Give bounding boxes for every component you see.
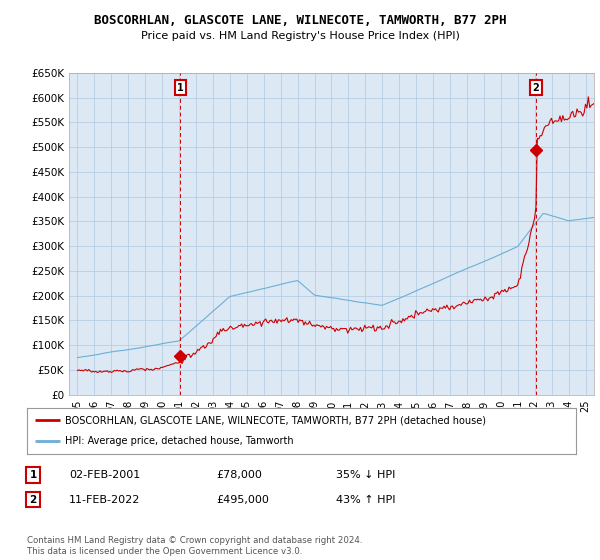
Text: £495,000: £495,000 <box>216 494 269 505</box>
Text: 2: 2 <box>533 83 539 92</box>
Text: 35% ↓ HPI: 35% ↓ HPI <box>336 470 395 480</box>
Text: 2: 2 <box>29 494 37 505</box>
Text: 02-FEB-2001: 02-FEB-2001 <box>69 470 140 480</box>
Text: 1: 1 <box>177 83 184 92</box>
Text: BOSCORHLAN, GLASCOTE LANE, WILNECOTE, TAMWORTH, B77 2PH: BOSCORHLAN, GLASCOTE LANE, WILNECOTE, TA… <box>94 14 506 27</box>
Text: 11-FEB-2022: 11-FEB-2022 <box>69 494 140 505</box>
Text: 43% ↑ HPI: 43% ↑ HPI <box>336 494 395 505</box>
Text: Price paid vs. HM Land Registry's House Price Index (HPI): Price paid vs. HM Land Registry's House … <box>140 31 460 41</box>
Text: Contains HM Land Registry data © Crown copyright and database right 2024.
This d: Contains HM Land Registry data © Crown c… <box>27 536 362 556</box>
Text: HPI: Average price, detached house, Tamworth: HPI: Average price, detached house, Tamw… <box>65 436 294 446</box>
Text: £78,000: £78,000 <box>216 470 262 480</box>
Text: BOSCORHLAN, GLASCOTE LANE, WILNECOTE, TAMWORTH, B77 2PH (detached house): BOSCORHLAN, GLASCOTE LANE, WILNECOTE, TA… <box>65 415 487 425</box>
Text: 1: 1 <box>29 470 37 480</box>
